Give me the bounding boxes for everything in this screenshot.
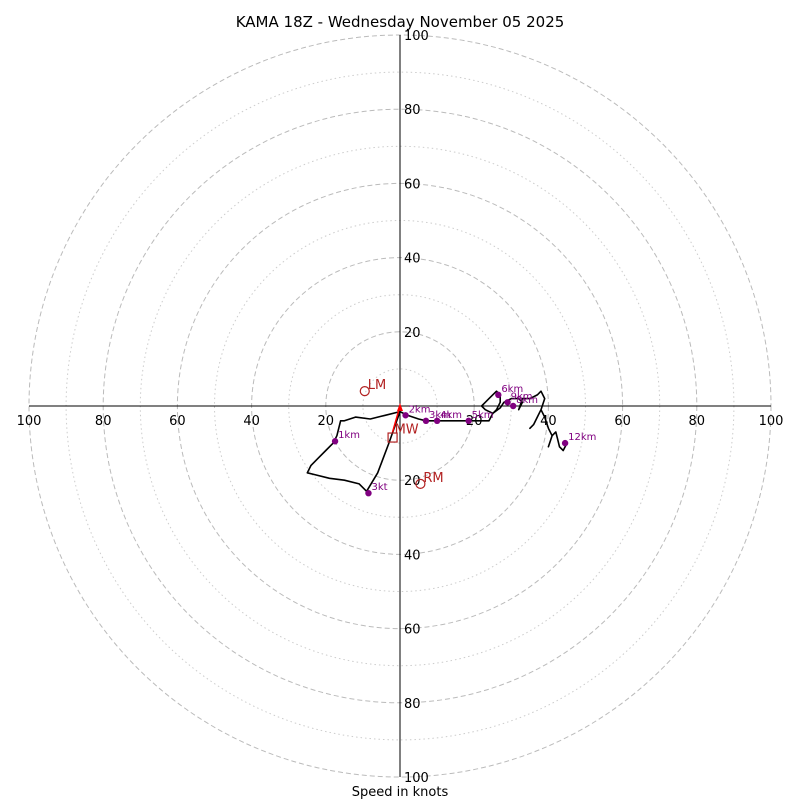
motion-symbol-RM xyxy=(415,478,426,490)
motion-marker-MW: MW xyxy=(387,423,419,443)
height-label-1km: 1km xyxy=(338,430,360,441)
height-point-4km xyxy=(433,417,441,425)
tick-label-south-100: 100 xyxy=(404,771,429,786)
height-point-1km xyxy=(331,438,339,445)
height-marker-8km: 8km xyxy=(509,395,538,410)
height-marker-12km: 12km xyxy=(561,432,596,447)
height-point-3km xyxy=(422,417,430,425)
motion-label-MW: MW xyxy=(395,423,419,438)
tick-label-south-80: 80 xyxy=(404,697,421,712)
height-marker-5km: 5km xyxy=(465,410,494,425)
tick-label-north-40: 40 xyxy=(404,252,421,267)
height-label-5km: 5km xyxy=(472,410,494,421)
shear-vector xyxy=(391,403,403,433)
height-marker-4km: 4km xyxy=(433,410,462,425)
height-marker-3kt: 3kt xyxy=(365,482,388,497)
height-marker-2km: 2km xyxy=(402,404,431,419)
height-label-9km: 9km xyxy=(511,391,533,402)
height-marker-1km: 1km xyxy=(331,430,360,445)
tick-label-east-100: 100 xyxy=(759,414,784,429)
hodograph-line xyxy=(306,390,568,493)
motion-symbol-LM xyxy=(359,386,370,397)
motion-label-LM: LM xyxy=(368,378,386,393)
storm-motion-markers: LM RM MW xyxy=(359,378,444,490)
height-point-8km xyxy=(509,402,517,410)
height-label-4km: 4km xyxy=(440,410,462,421)
tick-label-west-20: 20 xyxy=(318,414,335,429)
shear-vector-arrowhead xyxy=(397,403,403,411)
tick-label-south-40: 40 xyxy=(404,548,421,563)
height-marker-3km: 3km xyxy=(422,410,451,425)
height-point-5km xyxy=(465,417,472,425)
height-label-8km: 8km xyxy=(516,395,538,406)
height-point-6km xyxy=(495,391,502,399)
height-label-6km: 6km xyxy=(501,384,523,395)
chart-title: KAMA 18Z - Wednesday November 05 2025 xyxy=(236,13,565,31)
motion-label-RM: RM xyxy=(423,471,443,486)
tick-label-south-60: 60 xyxy=(404,623,421,638)
tick-label-west-40: 40 xyxy=(243,414,260,429)
height-label-3km: 3km xyxy=(429,410,451,421)
tick-label-north-80: 80 xyxy=(404,103,421,118)
height-label-12km: 12km xyxy=(568,432,596,443)
height-point-12km xyxy=(561,439,569,447)
tick-label-east-60: 60 xyxy=(614,414,631,429)
motion-marker-LM: LM xyxy=(359,378,386,397)
tick-label-west-80: 80 xyxy=(95,414,112,429)
height-point-2km xyxy=(402,412,409,419)
tick-labels: 2020202040404040606060608080808010010010… xyxy=(17,29,784,786)
height-marker-6km: 6km xyxy=(495,384,523,399)
tick-label-north-60: 60 xyxy=(404,177,421,192)
motion-marker-RM: RM xyxy=(415,471,444,490)
height-point-3kt xyxy=(365,489,372,497)
height-point-9km xyxy=(504,399,511,406)
tick-label-west-60: 60 xyxy=(169,414,186,429)
tick-label-north-100: 100 xyxy=(404,29,429,44)
tick-label-east-80: 80 xyxy=(689,414,706,429)
height-label-2km: 2km xyxy=(409,404,431,415)
hodograph-trace xyxy=(306,390,568,493)
tick-label-south-20: 20 xyxy=(404,474,421,489)
tick-label-west-100: 100 xyxy=(17,414,42,429)
height-label-3kt: 3kt xyxy=(371,482,387,493)
tick-label-north-20: 20 xyxy=(404,326,421,341)
motion-symbol-MW xyxy=(387,432,398,443)
height-marker-9km: 9km xyxy=(504,391,533,406)
x-axis-label: Speed in knots xyxy=(352,785,449,800)
